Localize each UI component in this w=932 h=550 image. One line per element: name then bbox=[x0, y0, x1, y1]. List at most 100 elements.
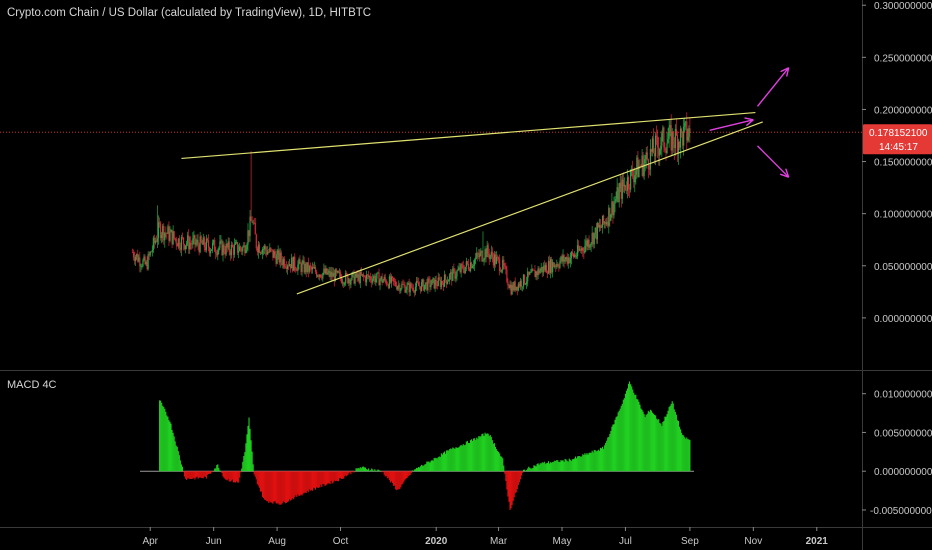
candle-body bbox=[617, 187, 619, 202]
candle bbox=[305, 261, 307, 278]
macd-bar bbox=[668, 407, 670, 472]
candle bbox=[270, 247, 272, 253]
candle-body bbox=[499, 259, 501, 272]
macd-bar bbox=[620, 405, 622, 472]
macd-bar bbox=[499, 453, 501, 472]
macd-bar bbox=[214, 468, 216, 472]
candle-body bbox=[553, 262, 555, 267]
candle-body bbox=[595, 227, 597, 240]
candle-body bbox=[669, 125, 671, 128]
candle-body bbox=[448, 280, 450, 282]
candle bbox=[508, 284, 510, 289]
candle-body bbox=[491, 251, 493, 258]
candle-body bbox=[277, 250, 279, 254]
macd-bar bbox=[293, 471, 295, 500]
macd-bar bbox=[598, 450, 600, 472]
candle bbox=[433, 278, 435, 290]
candle-body bbox=[522, 274, 525, 287]
macd-bar bbox=[312, 471, 315, 488]
candle-body bbox=[136, 253, 138, 257]
candle-body bbox=[345, 272, 347, 284]
candle bbox=[325, 265, 327, 275]
x-tick-label: Mar bbox=[490, 536, 508, 547]
candle-body bbox=[273, 251, 275, 258]
macd-bar bbox=[675, 414, 677, 472]
macd-bar bbox=[190, 471, 192, 480]
macd-bar bbox=[642, 411, 644, 472]
candle-body bbox=[490, 251, 492, 256]
candle-body bbox=[453, 268, 455, 270]
candle bbox=[154, 237, 157, 245]
candle bbox=[137, 249, 139, 263]
macd-bar bbox=[432, 460, 434, 472]
y-tick-label: 0.300000000 bbox=[874, 1, 932, 12]
candle bbox=[657, 129, 659, 159]
arrow-annotation bbox=[709, 117, 754, 131]
macd-bar bbox=[559, 461, 561, 472]
candle bbox=[367, 270, 370, 280]
candle-body bbox=[146, 261, 148, 270]
candle-body bbox=[199, 236, 201, 253]
candle bbox=[461, 261, 463, 269]
macd-bar bbox=[619, 408, 621, 472]
candle bbox=[253, 218, 255, 225]
candle-body bbox=[365, 274, 368, 283]
candle bbox=[609, 207, 611, 227]
macd-bar bbox=[510, 471, 512, 509]
candle-body bbox=[654, 135, 657, 157]
candle-body bbox=[615, 198, 617, 202]
candle-body bbox=[603, 215, 605, 224]
candle-body bbox=[412, 287, 414, 292]
macd-bar bbox=[646, 413, 648, 472]
candle bbox=[672, 130, 674, 153]
candle-body bbox=[500, 271, 502, 272]
candle-body bbox=[618, 188, 620, 202]
arrow-shaft bbox=[756, 145, 790, 178]
candle-body bbox=[438, 277, 440, 280]
candle-body bbox=[143, 256, 145, 261]
macd-bar bbox=[202, 471, 204, 479]
candle bbox=[447, 276, 449, 285]
candle-body bbox=[286, 265, 289, 269]
candle-body bbox=[226, 243, 228, 248]
candle-body bbox=[392, 277, 395, 282]
macd-bar bbox=[494, 446, 497, 472]
candle bbox=[430, 280, 432, 291]
macd-bar bbox=[487, 433, 489, 472]
candle bbox=[554, 262, 556, 269]
candle bbox=[441, 280, 444, 286]
candle bbox=[177, 237, 179, 250]
candle-body bbox=[141, 266, 143, 267]
candle-body bbox=[662, 127, 664, 133]
candle bbox=[515, 286, 517, 292]
candle-body bbox=[377, 272, 379, 274]
candle-body bbox=[296, 270, 298, 272]
macd-bar bbox=[630, 384, 632, 472]
macd-bar bbox=[325, 471, 327, 486]
candle-body bbox=[264, 246, 266, 250]
candle bbox=[678, 140, 681, 151]
candle bbox=[255, 233, 257, 251]
trendline bbox=[181, 111, 756, 160]
macd-bar bbox=[169, 421, 171, 472]
candle-body bbox=[213, 240, 215, 243]
macd-bar bbox=[248, 417, 250, 472]
macd-bar bbox=[311, 471, 313, 491]
candle bbox=[358, 270, 360, 285]
candle bbox=[503, 256, 505, 270]
macd-bar bbox=[679, 429, 682, 472]
candle bbox=[393, 277, 396, 286]
candle bbox=[147, 251, 149, 271]
candle-body bbox=[558, 266, 560, 268]
macd-bar bbox=[666, 414, 668, 472]
candle bbox=[485, 248, 487, 263]
macd-bar bbox=[344, 471, 346, 477]
candle-body bbox=[267, 251, 269, 255]
macd-bar bbox=[603, 449, 605, 472]
macd-bar bbox=[565, 459, 567, 472]
candle bbox=[428, 275, 430, 284]
candle bbox=[146, 256, 148, 271]
candle bbox=[399, 282, 401, 294]
candle-body bbox=[484, 249, 486, 260]
